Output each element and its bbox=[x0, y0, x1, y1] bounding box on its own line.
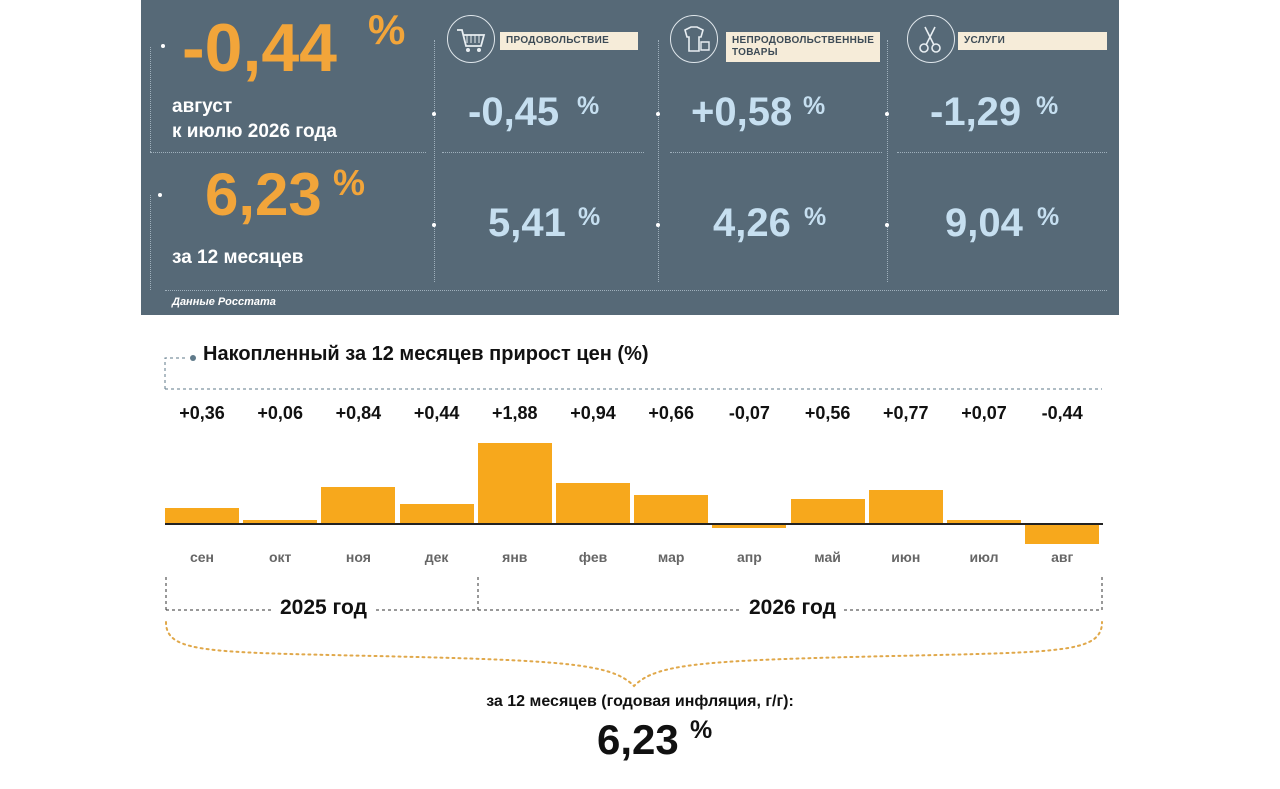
month-change-value: -0,44 bbox=[182, 10, 337, 86]
month-label: апр bbox=[736, 549, 762, 565]
month-label: июл bbox=[969, 549, 999, 565]
value-label: +0,06 bbox=[257, 403, 303, 423]
bar-июн bbox=[868, 490, 943, 523]
value-label: +0,66 bbox=[648, 403, 694, 423]
bullet bbox=[656, 112, 660, 116]
divider bbox=[897, 152, 1107, 153]
month-label: мар bbox=[657, 549, 685, 565]
value-label: +0,07 bbox=[961, 403, 1007, 423]
category-label-nonfood-line1: НЕПРОДОВОЛЬСТВЕННЫЕ bbox=[732, 35, 875, 46]
services-annual-value: 9,04 bbox=[945, 201, 1023, 245]
category-label-food: ПРОДОВОЛЬСТВИЕ bbox=[500, 32, 638, 50]
x-axis-line bbox=[165, 523, 1103, 525]
nonfood-annual-pct: % bbox=[804, 203, 827, 231]
bullet bbox=[885, 112, 889, 116]
year-label-2025: 2025 год bbox=[272, 596, 375, 620]
bar-апр bbox=[712, 525, 787, 528]
divider bbox=[150, 152, 426, 153]
divider bbox=[658, 40, 659, 282]
value-label: -0,44 bbox=[1041, 403, 1083, 423]
bullet bbox=[158, 193, 162, 197]
bar-ноя bbox=[321, 487, 396, 523]
bar-дек bbox=[399, 504, 474, 523]
month-label: май bbox=[814, 549, 841, 565]
bar-май bbox=[790, 499, 865, 523]
bar-окт bbox=[243, 520, 318, 523]
chart-title: Накопленный за 12 месяцев прирост цен (%… bbox=[203, 343, 649, 365]
bar-сен bbox=[165, 507, 239, 523]
services-month-pct: % bbox=[1036, 92, 1059, 120]
bar-фев bbox=[556, 483, 630, 523]
bullet bbox=[161, 44, 165, 48]
nonfood-month-pct: % bbox=[803, 92, 826, 120]
divider bbox=[150, 47, 151, 152]
month-label: янв bbox=[502, 549, 528, 565]
annual-label: за 12 месяцев bbox=[172, 247, 304, 268]
category-label-nonfood: НЕПРОДОВОЛЬСТВЕННЫЕ ТОВАРЫ bbox=[726, 32, 880, 62]
source-note: Данные Росстата bbox=[172, 296, 276, 308]
category-label-services: УСЛУГИ bbox=[958, 32, 1107, 50]
month-label: окт bbox=[268, 549, 292, 565]
value-label: +0,36 bbox=[179, 403, 225, 423]
month-label: авг bbox=[1051, 549, 1074, 565]
month-label: июн bbox=[891, 549, 921, 565]
food-annual-pct: % bbox=[578, 203, 601, 231]
month-change-pct: % bbox=[368, 6, 406, 53]
summary-panel bbox=[141, 0, 1119, 315]
food-annual-value: 5,41 bbox=[488, 201, 566, 245]
month-label: сен bbox=[189, 549, 215, 565]
divider bbox=[150, 195, 151, 290]
value-label: +0,44 bbox=[413, 403, 460, 423]
annual-value: 6,23 bbox=[205, 161, 322, 228]
value-label: -0,07 bbox=[728, 403, 770, 423]
annual-inflation-value: 6,23 bbox=[597, 716, 679, 763]
month-label-line2: к июлю 2026 года bbox=[172, 121, 337, 142]
bullet bbox=[432, 112, 436, 116]
divider bbox=[434, 40, 435, 282]
food-month-pct: % bbox=[577, 92, 600, 120]
bullet bbox=[885, 223, 889, 227]
annual-inflation-title: за 12 месяцев (годовая инфляция, г/г): bbox=[486, 693, 794, 710]
nonfood-annual-value: 4,26 bbox=[713, 201, 791, 245]
value-label: +0,84 bbox=[335, 403, 382, 423]
scissors-icon bbox=[907, 15, 955, 63]
year-label-2026: 2026 год bbox=[741, 596, 844, 620]
value-label: +1,88 bbox=[492, 403, 538, 423]
divider bbox=[165, 290, 1107, 291]
month-label: ноя bbox=[345, 549, 371, 565]
services-month-value: -1,29 bbox=[930, 90, 1022, 134]
value-label: +0,56 bbox=[804, 403, 851, 423]
bar-мар bbox=[634, 494, 709, 523]
bar-авг bbox=[1025, 525, 1100, 544]
month-label: фев bbox=[578, 549, 608, 565]
month-label-line1: август bbox=[172, 96, 233, 117]
bullet bbox=[432, 223, 436, 227]
nonfood-month-value: +0,58 bbox=[691, 90, 793, 134]
category-label-nonfood-line2: ТОВАРЫ bbox=[732, 47, 778, 58]
value-label: +0,94 bbox=[570, 403, 616, 423]
month-label: дек bbox=[424, 549, 449, 565]
divider bbox=[887, 40, 888, 282]
bar-июл bbox=[947, 520, 1021, 523]
food-month-value: -0,45 bbox=[468, 90, 560, 134]
shopping-cart-icon bbox=[447, 15, 495, 63]
divider bbox=[670, 152, 882, 153]
annual-pct: % bbox=[333, 162, 366, 203]
value-label: +0,77 bbox=[883, 403, 929, 423]
bar-янв bbox=[477, 443, 552, 523]
divider bbox=[442, 152, 644, 153]
services-annual-pct: % bbox=[1037, 203, 1060, 231]
bullet bbox=[656, 223, 660, 227]
annual-inflation-pct: % bbox=[690, 716, 713, 744]
clothing-icon bbox=[670, 15, 718, 63]
